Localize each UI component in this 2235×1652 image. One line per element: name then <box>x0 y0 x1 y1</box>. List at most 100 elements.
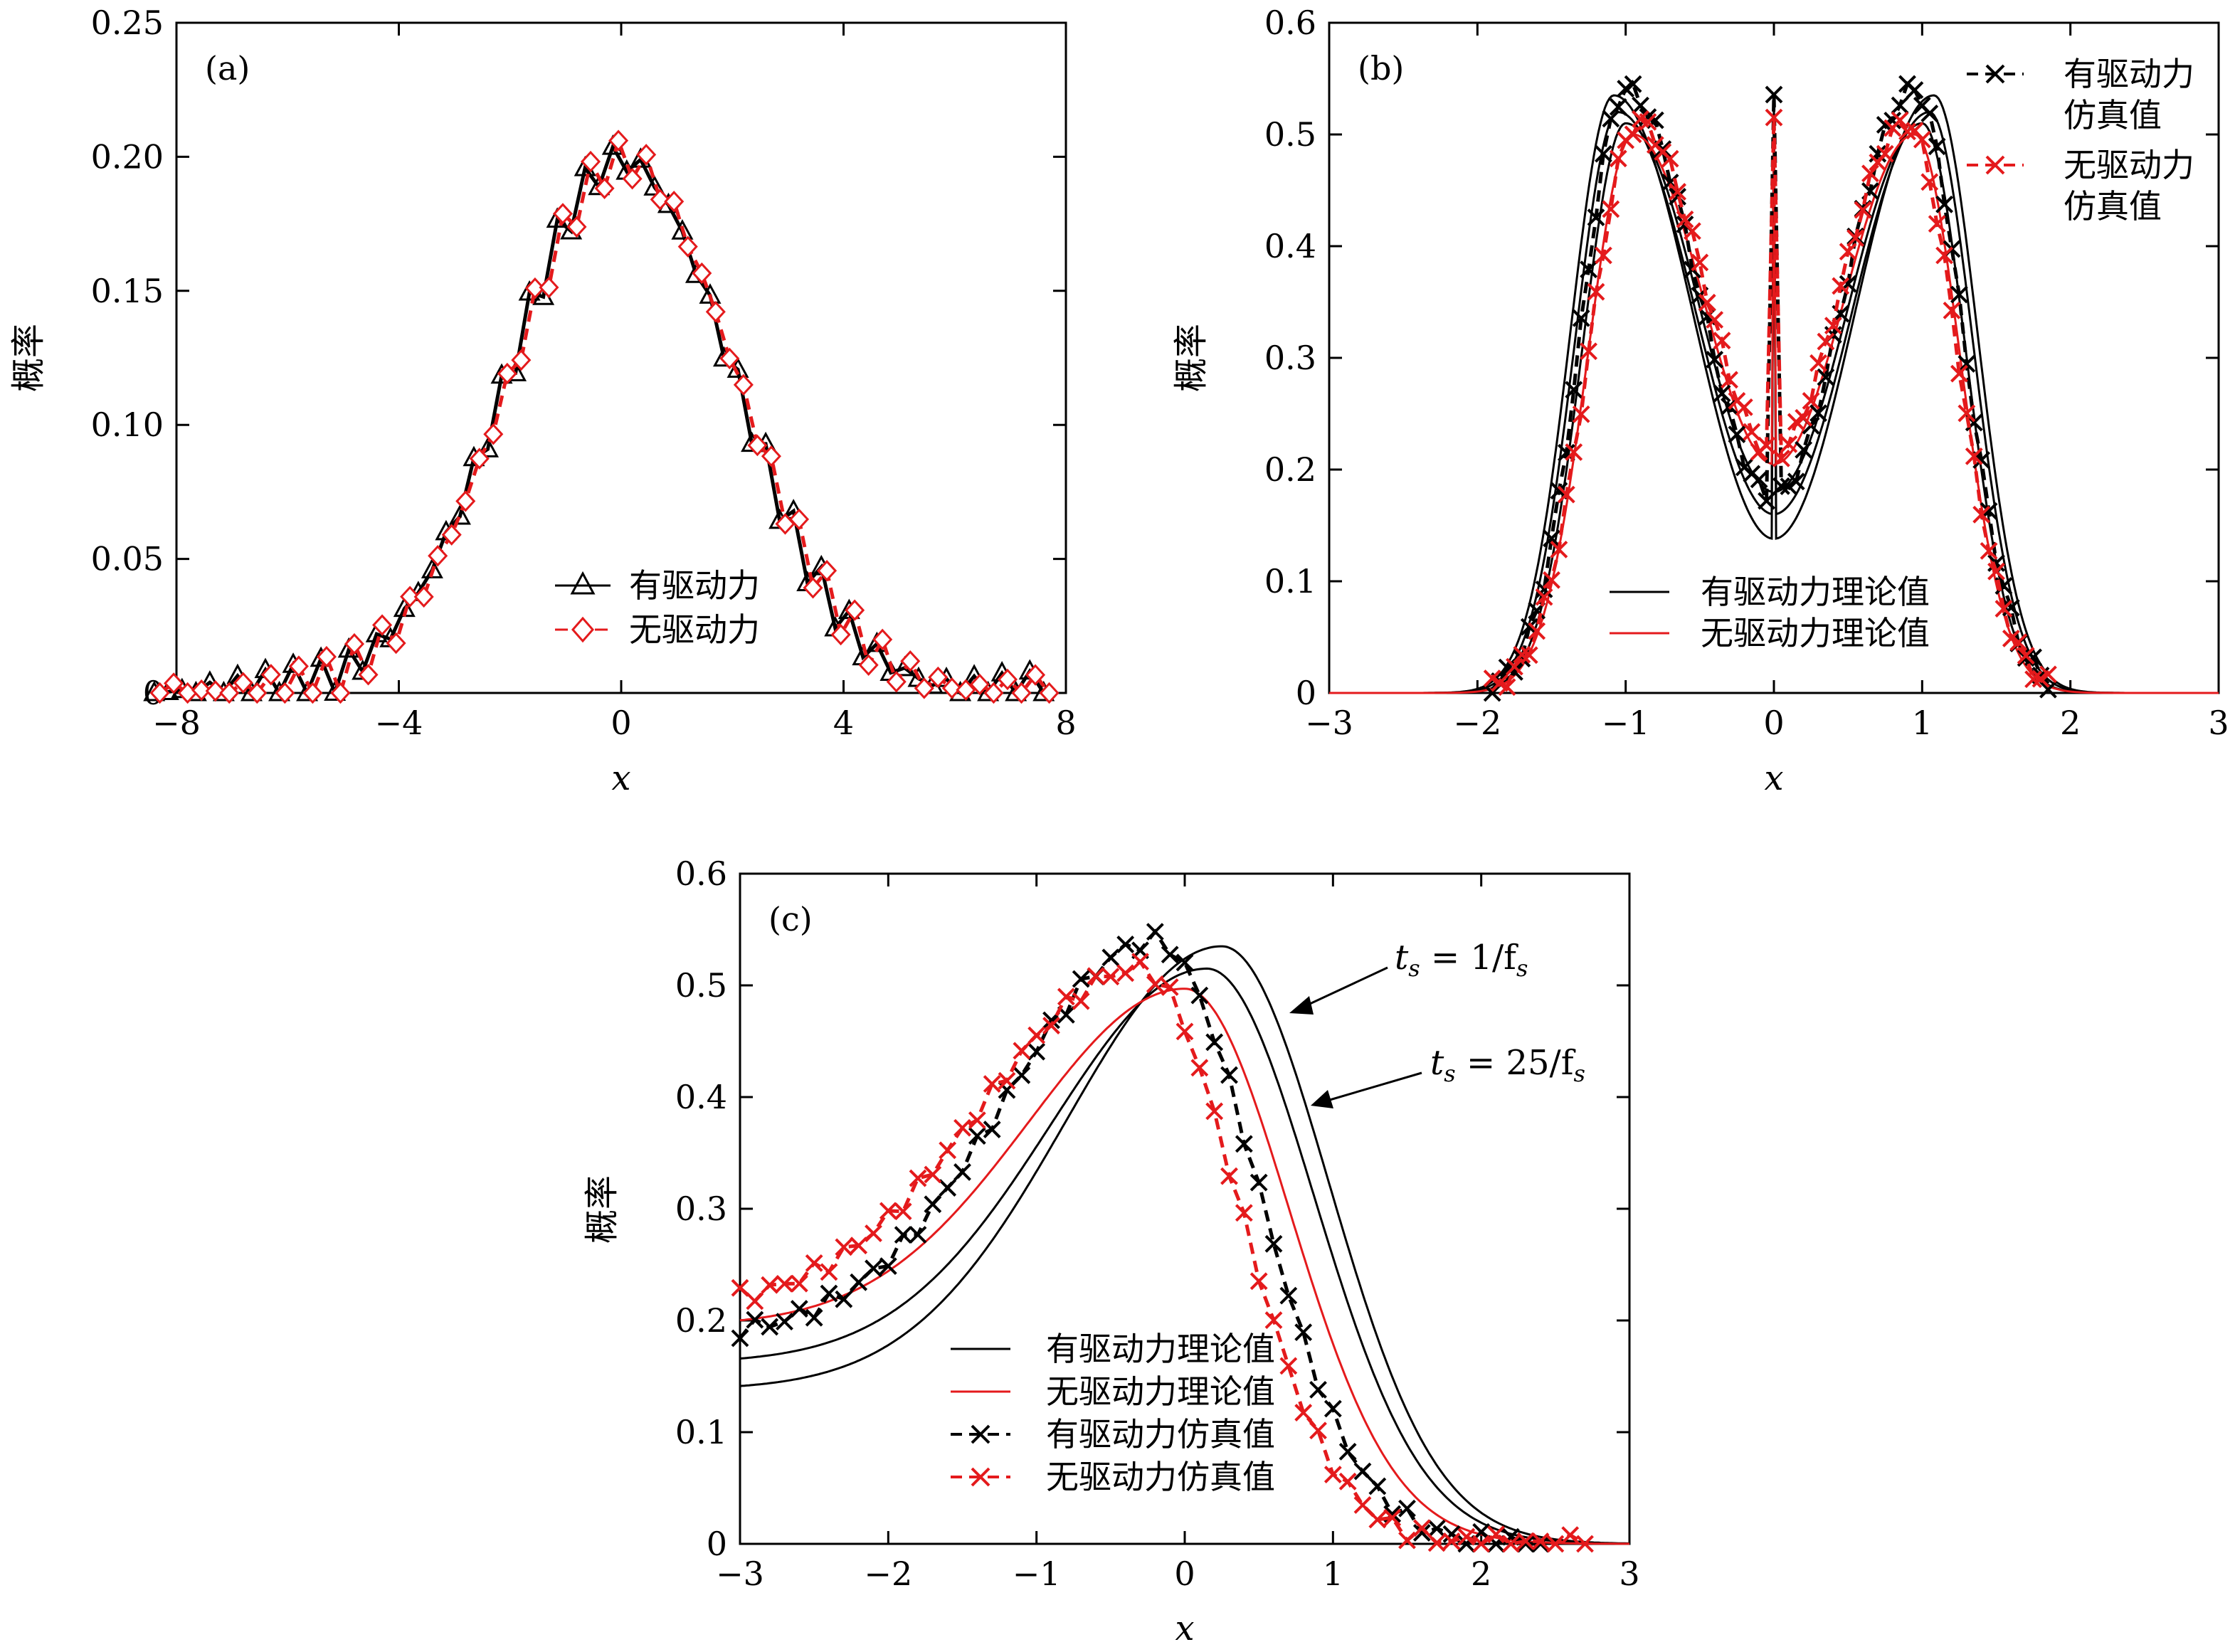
marker-c-4-52 <box>1501 1535 1520 1553</box>
annotation-2-arrow-line <box>1324 1071 1422 1103</box>
marker-a-1-23 <box>469 448 490 470</box>
marker-b-5-67 <box>1980 541 1998 560</box>
marker-b-5-30 <box>1706 311 1724 329</box>
marker-c-3-14 <box>939 1179 957 1197</box>
xtick-label-a-3: 4 <box>833 704 854 742</box>
marker-b-4-39 <box>1772 477 1790 495</box>
marker-b-5-49 <box>1846 229 1864 248</box>
ytick-label-c-2: 0.2 <box>675 1301 727 1340</box>
ytick-label-c-0: 0 <box>707 1525 727 1563</box>
legend-a-label-1: 有驱动力 <box>629 566 760 605</box>
marker-b-4-60 <box>1928 137 1946 156</box>
panel-c-ticks: −3 −2 −1 0 1 2 3 0 0.1 0.2 0.3 0.4 0.5 0.6 <box>675 854 1640 1593</box>
marker-b-5-58 <box>1913 130 1931 149</box>
marker-a-1-39 <box>692 262 712 285</box>
marker-b-4-0 <box>1483 684 1501 702</box>
marker-c-4-11 <box>894 1202 912 1221</box>
ytick-label-a-3: 0.15 <box>91 272 164 310</box>
marker-a-1-44 <box>761 445 781 467</box>
marker-b-5-40 <box>1780 435 1798 453</box>
marker-b-5-47 <box>1832 277 1850 295</box>
marker-b-5-2 <box>1498 678 1516 697</box>
marker-b-5-75 <box>2039 665 2057 684</box>
xtick-label-b-0: −3 <box>1305 704 1353 742</box>
marker-a-1-20 <box>428 545 448 567</box>
legend-c-label-2: 无驱动力理论值 <box>1046 1372 1275 1411</box>
marker-b-5-32 <box>1721 371 1738 389</box>
marker-a-1-61 <box>997 668 1018 691</box>
marker-c-4-29 <box>1161 978 1179 996</box>
marker-b-4-45 <box>1817 368 1835 386</box>
marker-c-4-18 <box>998 1071 1016 1090</box>
marker-c-3-53 <box>1516 1535 1535 1553</box>
marker-c-4-39 <box>1309 1421 1327 1440</box>
marker-c-4-45 <box>1398 1531 1416 1550</box>
marker-c-4-7 <box>835 1238 853 1256</box>
ytick-label-c-5: 0.5 <box>675 966 727 1005</box>
marker-b-4-68 <box>1987 554 2005 572</box>
marker-b-4-64 <box>1957 354 1976 373</box>
ytick-label-a-4: 0.20 <box>91 137 164 176</box>
marker-a-1-11 <box>302 682 323 704</box>
marker-c-3-32 <box>1205 1033 1224 1052</box>
marker-b-5-51 <box>1861 164 1879 183</box>
marker-c-4-43 <box>1368 1510 1387 1529</box>
marker-b-4-38 <box>1765 85 1783 104</box>
marker-a-1-14 <box>344 632 365 655</box>
marker-c-3-9 <box>865 1259 882 1278</box>
legend-c-label-1: 有驱动力理论值 <box>1046 1330 1275 1368</box>
marker-c-4-38 <box>1294 1404 1313 1421</box>
marker-b-5-21 <box>1639 112 1657 131</box>
marker-b-5-29 <box>1698 293 1716 312</box>
marker-c-4-46 <box>1412 1519 1431 1537</box>
panel-c-series <box>731 923 1629 1553</box>
ytick-label-b-2: 0.2 <box>1264 450 1316 489</box>
xtick-label-b-2: −1 <box>1602 704 1650 742</box>
marker-b-5-26 <box>1676 210 1694 228</box>
marker-c-4-48 <box>1442 1532 1461 1550</box>
marker-b-5-8 <box>1543 571 1560 589</box>
marker-c-3-43 <box>1368 1477 1387 1495</box>
marker-b-4-36 <box>1750 470 1768 489</box>
legend-b2-label-1b: 仿真值 <box>2064 96 2162 134</box>
marker-a-1-18 <box>400 586 421 608</box>
marker-b-5-10 <box>1557 485 1575 504</box>
xtick-label-b-4: 1 <box>1912 704 1933 742</box>
marker-c-3-4 <box>790 1300 808 1318</box>
marker-b-5-61 <box>1935 246 1953 265</box>
xtick-label-c-5: 2 <box>1471 1555 1491 1593</box>
panel-c: (c) −3 −2 −1 0 1 2 3 0 0.1 0.2 0.3 0.4 0.5 0.6 x 概率 有… <box>582 854 1640 1648</box>
marker-c-3-39 <box>1309 1380 1327 1399</box>
panel-a-legend: 有驱动力 无驱动力 <box>555 566 760 649</box>
marker-b-5-6 <box>1528 622 1546 640</box>
marker-b-4-54 <box>1883 111 1902 129</box>
marker-b-5-3 <box>1506 657 1523 676</box>
marker-a-1-21 <box>441 524 462 546</box>
marker-c-3-6 <box>820 1284 838 1303</box>
marker-c-4-5 <box>805 1254 823 1272</box>
panel-a-ylabel: 概率 <box>9 324 48 392</box>
marker-a-1-31 <box>580 150 601 173</box>
marker-c-3-45 <box>1398 1499 1416 1518</box>
panel-a-frame <box>175 21 1067 694</box>
marker-b-5-53 <box>1876 144 1894 163</box>
marker-b-5-73 <box>2024 670 2042 689</box>
marker-c-4-55 <box>1546 1535 1565 1553</box>
marker-b-5-4 <box>1513 645 1531 664</box>
marker-b-5-48 <box>1839 243 1857 261</box>
marker-a-1-58 <box>956 679 976 701</box>
marker-b-4-17 <box>1609 97 1627 116</box>
marker-a-1-0 <box>149 682 170 704</box>
marker-c-3-12 <box>909 1226 927 1244</box>
marker-c-3-23 <box>1072 970 1090 988</box>
marker-a-1-41 <box>719 347 740 370</box>
marker-c-4-41 <box>1338 1472 1357 1490</box>
marker-c-4-40 <box>1323 1466 1342 1483</box>
marker-c-4-1 <box>746 1292 764 1311</box>
marker-a-1-55 <box>914 677 934 699</box>
panel-c-annotation-2: ts = 25/fs <box>1311 1043 1585 1108</box>
legend-b2-marker-2 <box>1985 155 2005 175</box>
marker-a-1-43 <box>747 434 768 457</box>
marker-c-4-21 <box>1042 1017 1060 1035</box>
ytick-label-a-1: 0.05 <box>91 540 164 578</box>
